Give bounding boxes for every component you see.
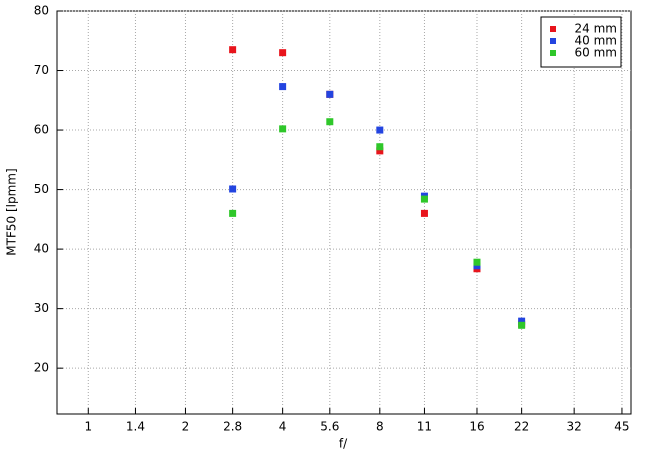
y-tick-label: 20 — [34, 361, 49, 375]
point — [518, 317, 526, 325]
y-tick-label: 50 — [34, 182, 49, 196]
x-tick-label: 5.6 — [320, 420, 339, 434]
x-tick-label: 32 — [567, 420, 582, 434]
point — [376, 143, 384, 151]
point — [420, 209, 428, 217]
y-tick-label: 30 — [34, 301, 49, 315]
y-tick-label: 60 — [34, 123, 49, 137]
x-tick-label: 45 — [614, 420, 629, 434]
point — [473, 262, 481, 270]
plot-frame — [56, 10, 632, 415]
x-tick-label: 11 — [417, 420, 432, 434]
legend-label: 40 mm — [575, 34, 617, 48]
legend-marker — [550, 50, 556, 56]
point — [376, 147, 384, 155]
point — [229, 185, 237, 193]
point — [229, 46, 237, 54]
x-tick-label: 2.8 — [223, 420, 242, 434]
point — [326, 90, 334, 98]
point — [326, 118, 334, 126]
y-tick-label: 70 — [34, 63, 49, 77]
x-tick-label: 2 — [182, 420, 190, 434]
x-tick-label: 1 — [84, 420, 92, 434]
legend-label: 60 mm — [575, 46, 617, 60]
x-tick-label: 16 — [469, 420, 484, 434]
point — [473, 258, 481, 266]
x-tick-label: 4 — [279, 420, 287, 434]
point — [376, 126, 384, 134]
point — [229, 209, 237, 217]
x-tick-label: 1.4 — [126, 420, 145, 434]
point — [518, 321, 526, 329]
legend-marker — [550, 38, 556, 44]
x-tick-label: 8 — [376, 420, 384, 434]
point — [279, 83, 287, 91]
point — [420, 195, 428, 203]
y-tick-label: 80 — [34, 4, 49, 18]
x-tick-label: 22 — [514, 420, 529, 434]
point — [279, 125, 287, 133]
y-axis-label: MTF50 [lpmm] — [5, 168, 19, 255]
point — [279, 49, 287, 57]
y-tick-label: 40 — [34, 242, 49, 256]
x-axis-label: f/ — [339, 437, 348, 451]
legend-label: 24 mm — [575, 22, 617, 36]
legend-marker — [550, 26, 556, 32]
